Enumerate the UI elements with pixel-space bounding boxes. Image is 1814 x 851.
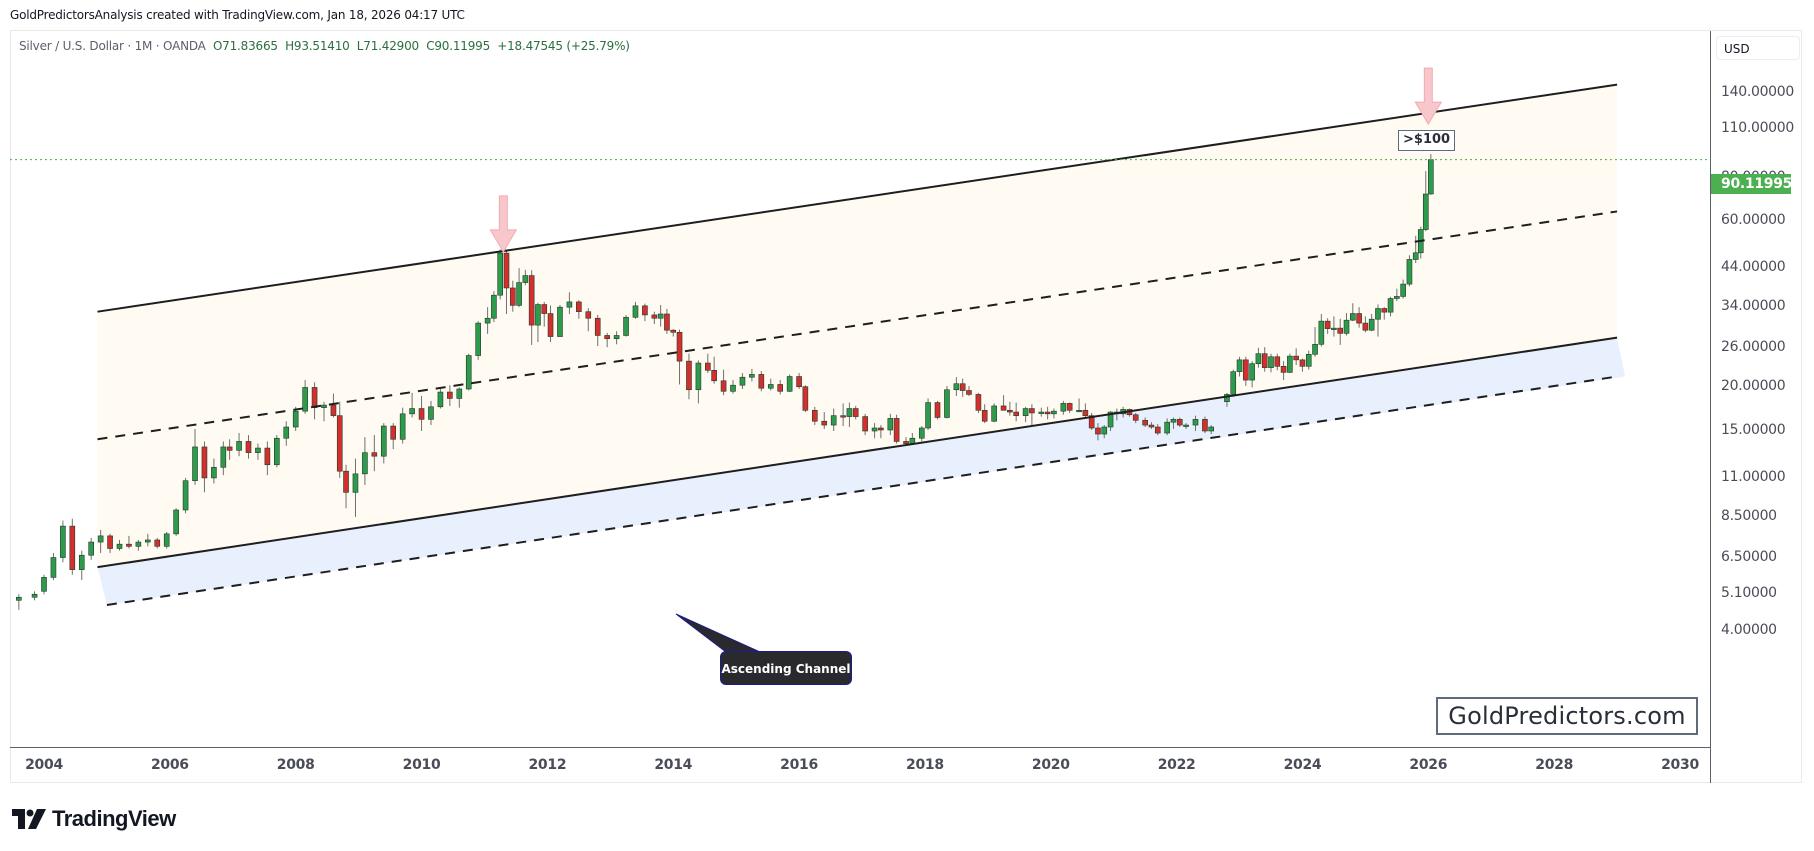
chart-credit: GoldPredictorsAnalysis created with Trad… xyxy=(10,8,465,22)
price-tick-label: 8.50000 xyxy=(1721,507,1777,524)
price-tick-label: 60.00000 xyxy=(1721,212,1786,229)
price-axis-line xyxy=(1710,31,1711,783)
price-tick-label: 110.00000 xyxy=(1721,120,1795,137)
tradingview-logo[interactable]: TradingView xyxy=(12,806,176,832)
callout-pointer xyxy=(675,613,761,653)
price-tick-label: 4.00000 xyxy=(1721,622,1777,638)
ohlc-change: +18.47545 (+25.79%) xyxy=(497,39,630,53)
candles-history xyxy=(16,249,1215,610)
price-tick-label: 20.00000 xyxy=(1721,378,1786,395)
ohlc-close: C90.11995 xyxy=(426,39,491,53)
channel-mid-line[interactable] xyxy=(97,210,1618,441)
time-tick-label: 2024 xyxy=(1283,757,1322,773)
price-tick-label: 11.00000 xyxy=(1721,468,1786,485)
channel-lower-line[interactable] xyxy=(97,336,1618,569)
symbol-name: Silver / U.S. Dollar · 1M · OANDA xyxy=(19,39,206,53)
time-tick-label: 2012 xyxy=(528,757,567,773)
time-tick-label: 2006 xyxy=(150,757,189,773)
time-tick-label: 2022 xyxy=(1157,757,1196,773)
ohlc-open: O71.83665 xyxy=(212,39,278,53)
time-tick-label: 2030 xyxy=(1661,757,1699,773)
time-tick-label: 2016 xyxy=(780,757,818,773)
channel-upper-line[interactable] xyxy=(97,83,1618,313)
tradingview-wordmark: TradingView xyxy=(52,806,176,831)
time-tick-label: 2028 xyxy=(1535,757,1574,773)
price-tick-label: 140.00000 xyxy=(1721,84,1795,100)
price-tick-label: 5.10000 xyxy=(1721,585,1777,602)
price-tick-label: 15.00000 xyxy=(1721,421,1786,438)
time-tick-label: 2026 xyxy=(1409,757,1448,773)
channel-lower-dashed-line[interactable] xyxy=(106,375,1618,606)
time-tick-label: 2014 xyxy=(654,757,693,773)
price-tick-label: 34.00000 xyxy=(1721,298,1786,315)
symbol-legend: Silver / U.S. Dollar · 1M · OANDA O71.83… xyxy=(19,39,630,53)
ohlc-high: H93.51410 xyxy=(285,39,350,53)
peak-arrow-icon[interactable] xyxy=(489,195,518,253)
time-tick-label: 2004 xyxy=(25,757,63,773)
target-label[interactable]: >$100 xyxy=(1398,130,1456,151)
ascending-channel-callout[interactable]: Ascending Channel xyxy=(720,651,852,685)
target-arrow-icon[interactable] xyxy=(1414,67,1443,126)
lower-band-fill xyxy=(97,337,1626,605)
price-tick-label: 6.50000 xyxy=(1721,548,1777,565)
price-tick-label: 26.00000 xyxy=(1721,338,1786,355)
time-tick-label: 2020 xyxy=(1031,757,1070,773)
time-tick-label: 2010 xyxy=(402,757,441,773)
last-price-tag: 90.11995 xyxy=(1711,174,1792,194)
currency-selector[interactable]: USD xyxy=(1716,36,1800,60)
price-tick-label: 44.00000 xyxy=(1721,259,1786,276)
ohlc-low: L71.42900 xyxy=(356,39,419,53)
watermark: GoldPredictors.com xyxy=(1436,697,1698,735)
time-tick-label: 2018 xyxy=(906,757,944,773)
tradingview-logo-icon xyxy=(12,809,46,829)
channel-fill xyxy=(97,84,1618,568)
time-tick-label: 2008 xyxy=(276,757,315,773)
time-axis-line xyxy=(10,747,1710,748)
candles-recent-rally xyxy=(1224,154,1434,407)
